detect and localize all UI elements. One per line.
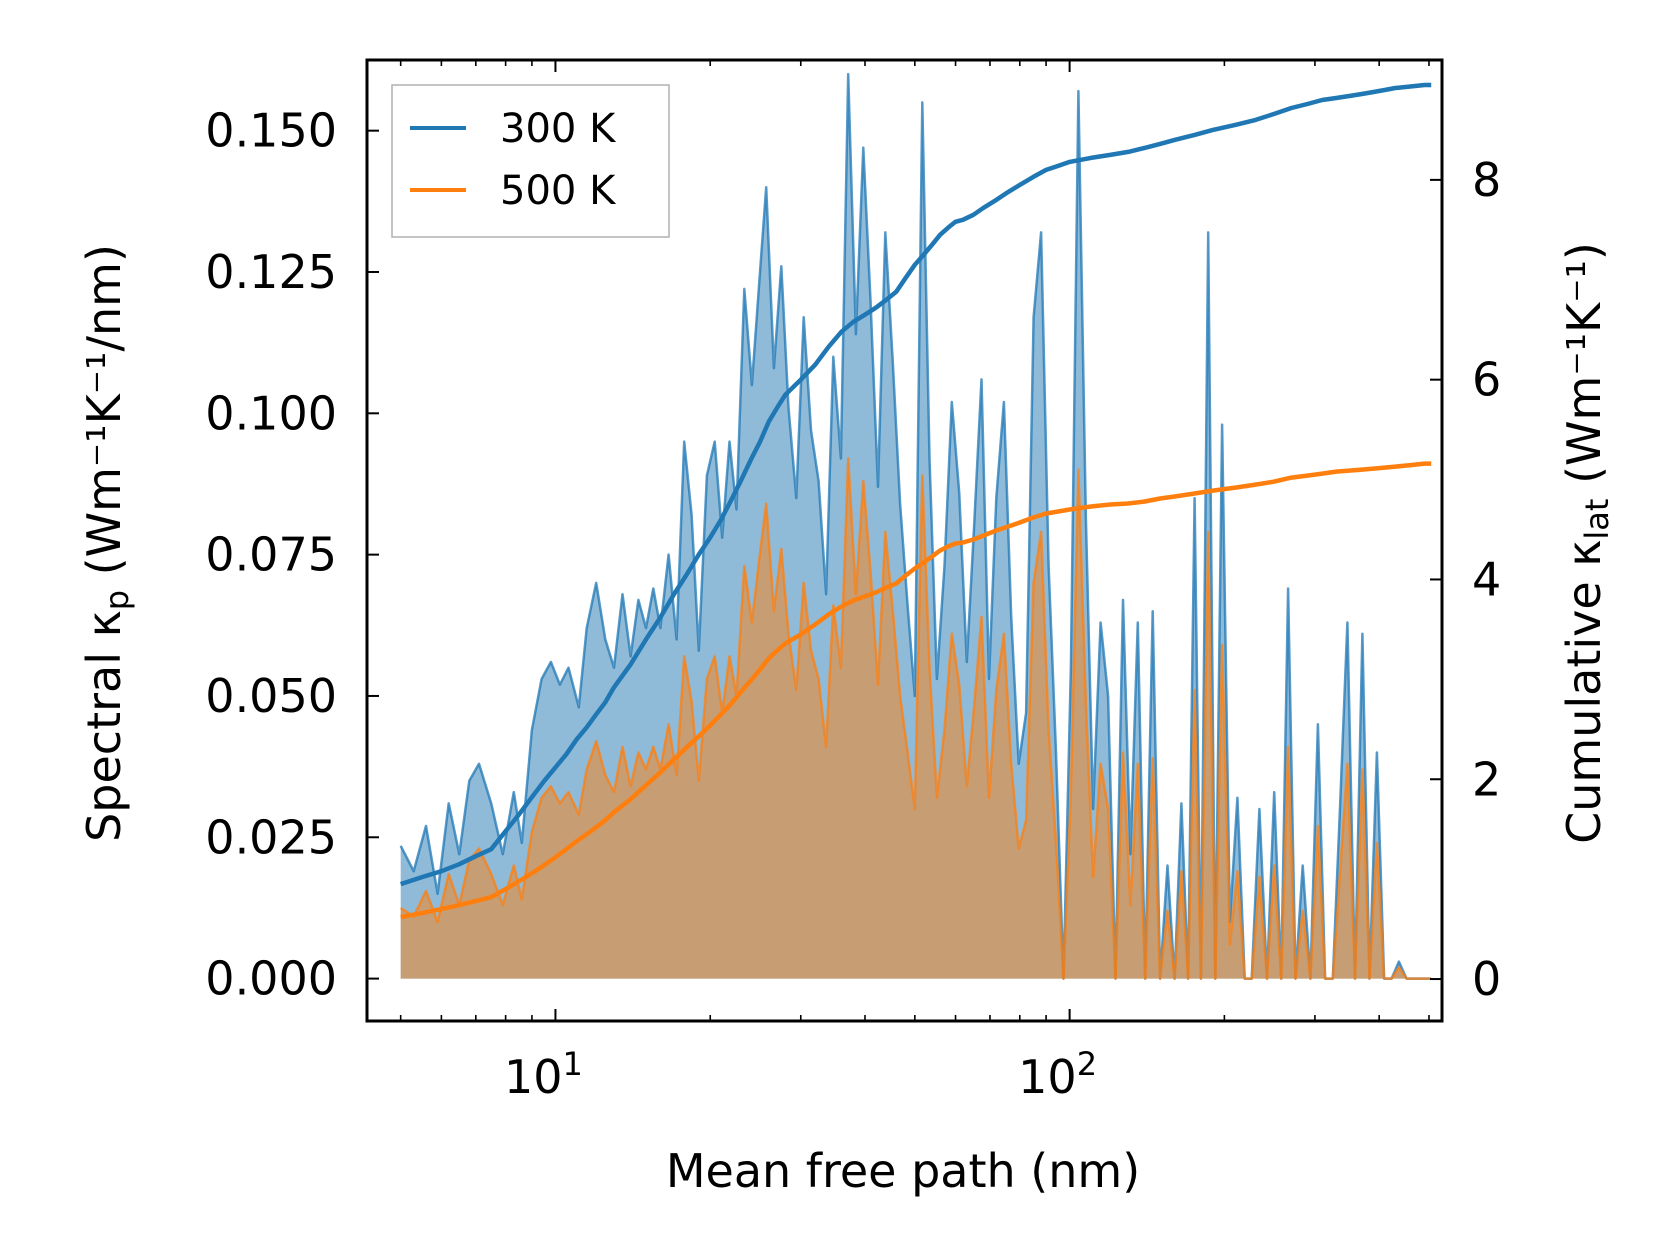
series-layer — [399, 72, 1432, 980]
y-right-tick-label: 8 — [1472, 153, 1501, 207]
cumulative-line-500k — [400, 461, 1432, 920]
legend-label-500k: 500 K — [500, 168, 617, 214]
legend-label-300k: 300 K — [500, 106, 617, 152]
y-left-tick-label: 0.075 — [205, 528, 337, 582]
spectral-area-300k — [400, 74, 1432, 979]
y-right-tick-label: 6 — [1472, 353, 1501, 407]
spectral-area-500k — [400, 458, 1432, 979]
y-left-tick-label: 0.125 — [205, 245, 337, 299]
y-left-tick-label: 0.025 — [205, 810, 337, 864]
y-right-tick-label: 2 — [1472, 752, 1501, 806]
ticks-layer: 101 1020.0000.0250.0500.0750.1000.1250.15… — [205, 60, 1501, 1104]
x-tick-label-base: 10 — [504, 1050, 563, 1104]
y-left-tick-label: 0.050 — [205, 669, 337, 723]
x-tick-label-exponent: 2 — [1077, 1045, 1097, 1083]
y-left-tick-label: 0.000 — [205, 952, 337, 1006]
x-tick-label: 102 — [1018, 1045, 1097, 1104]
x-tick-label: 101 — [504, 1045, 583, 1104]
y-axis-right-label: Cumulative κlat (Wm⁻¹K⁻¹) — [1557, 242, 1616, 844]
y-left-tick-label: 0.100 — [205, 386, 337, 440]
x-tick-label-exponent: 1 — [563, 1045, 583, 1083]
legend-box — [391, 84, 670, 238]
x-axis-label: Mean free path (nm) — [666, 1144, 1140, 1198]
y-right-tick-label: 0 — [1472, 952, 1501, 1006]
cumulative-line-300k — [399, 82, 1432, 887]
y-axis-left-label: Spectral κp (Wm⁻¹K⁻¹/nm) — [77, 244, 136, 842]
x-tick-label-base: 10 — [1018, 1050, 1077, 1104]
spectral-line-500k — [400, 457, 1432, 980]
y-left-tick-label: 0.150 — [205, 104, 337, 158]
plot-frame — [365, 58, 1444, 1023]
legend: 300 K 500 K — [391, 84, 670, 238]
y-right-tick-label: 4 — [1472, 552, 1501, 606]
